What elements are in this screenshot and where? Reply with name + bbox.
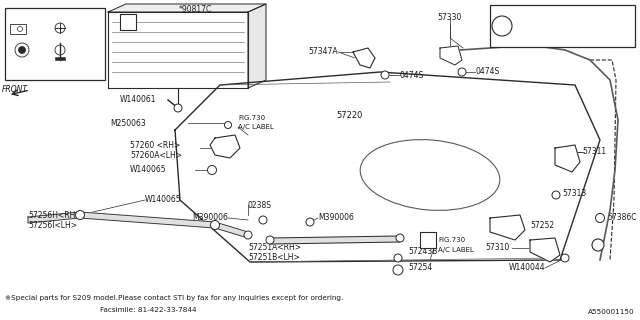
Text: W140044: W140044	[508, 263, 545, 273]
Text: A: A	[125, 18, 131, 27]
Circle shape	[19, 46, 26, 53]
Circle shape	[595, 213, 605, 222]
Circle shape	[175, 105, 181, 111]
Text: Y99903: Y99903	[38, 65, 65, 71]
Text: M390006: M390006	[192, 213, 228, 222]
Polygon shape	[175, 72, 600, 262]
Polygon shape	[270, 236, 400, 244]
Text: A: A	[426, 236, 431, 244]
Text: M000457: M000457	[529, 31, 565, 41]
Text: A/C LABEL: A/C LABEL	[238, 124, 274, 130]
Text: 1: 1	[499, 21, 504, 30]
Circle shape	[561, 254, 569, 262]
Circle shape	[381, 71, 389, 79]
Text: x1: x1	[70, 23, 79, 33]
Circle shape	[592, 239, 604, 251]
Text: x2: x2	[70, 45, 79, 54]
Text: M390006: M390006	[318, 213, 354, 222]
Polygon shape	[248, 4, 266, 88]
Text: *90817C: *90817C	[179, 5, 212, 14]
Bar	[420, 232, 436, 248]
Bar	[10, 24, 26, 34]
Circle shape	[55, 45, 65, 55]
Text: ※Special parts for S209 model.Please contact STI by fax for any inquiries except: ※Special parts for S209 model.Please con…	[5, 295, 343, 301]
Text: 57252: 57252	[530, 220, 554, 229]
Circle shape	[55, 23, 65, 33]
Text: 57310: 57310	[486, 244, 510, 252]
Text: M000331: M000331	[529, 11, 565, 20]
Text: FIG.730: FIG.730	[238, 115, 265, 121]
Text: A/C LABEL: A/C LABEL	[438, 247, 474, 253]
Text: FRONT: FRONT	[2, 85, 28, 94]
Text: 57251B<LH>: 57251B<LH>	[248, 253, 300, 262]
Text: FIG.730: FIG.730	[438, 237, 465, 243]
Circle shape	[492, 16, 512, 36]
Text: 57243B: 57243B	[408, 247, 437, 257]
Text: x3: x3	[38, 45, 47, 54]
Text: W140065: W140065	[130, 165, 166, 174]
Text: Facsimile: 81-422-33-7844: Facsimile: 81-422-33-7844	[100, 307, 196, 313]
Circle shape	[393, 265, 403, 275]
Circle shape	[225, 122, 232, 129]
Text: A550001150: A550001150	[588, 309, 635, 315]
Bar	[120, 14, 136, 30]
Text: 57260 <RH>: 57260 <RH>	[130, 140, 180, 149]
Text: (1608- ): (1608- )	[593, 31, 623, 41]
Text: 0474S: 0474S	[400, 70, 424, 79]
Polygon shape	[80, 212, 215, 228]
Circle shape	[259, 216, 267, 224]
Circle shape	[211, 220, 220, 229]
Circle shape	[394, 254, 402, 262]
Text: L: L	[596, 243, 600, 247]
Text: W140065: W140065	[145, 196, 182, 204]
Polygon shape	[353, 48, 375, 68]
Bar	[490, 5, 635, 47]
Text: 57260A<LH>: 57260A<LH>	[130, 150, 182, 159]
Polygon shape	[555, 145, 580, 172]
Text: ( -1608): ( -1608)	[593, 11, 623, 20]
Polygon shape	[530, 238, 560, 262]
Bar	[5, 8, 105, 80]
Circle shape	[174, 104, 182, 112]
Circle shape	[207, 165, 216, 174]
Text: 57330: 57330	[438, 13, 462, 22]
Text: 57313: 57313	[562, 188, 586, 197]
Polygon shape	[108, 4, 266, 12]
Text: 57311: 57311	[582, 148, 606, 156]
Polygon shape	[215, 222, 248, 238]
Text: W140061: W140061	[120, 95, 157, 105]
Circle shape	[306, 218, 314, 226]
Text: 57251A<RH>: 57251A<RH>	[248, 244, 301, 252]
Text: 0474S: 0474S	[475, 68, 499, 76]
Circle shape	[396, 234, 404, 242]
Text: 57347A: 57347A	[308, 47, 338, 57]
Circle shape	[15, 43, 29, 57]
Text: 57256I<LH>: 57256I<LH>	[28, 220, 77, 229]
Polygon shape	[108, 12, 248, 88]
Text: 0238S: 0238S	[248, 201, 272, 210]
Polygon shape	[490, 215, 525, 240]
Circle shape	[244, 231, 252, 239]
Polygon shape	[210, 135, 240, 158]
Text: *S209: *S209	[42, 75, 63, 81]
Circle shape	[552, 191, 560, 199]
Text: M250063: M250063	[110, 118, 146, 127]
Text: 57220: 57220	[337, 110, 363, 119]
Circle shape	[76, 211, 84, 220]
Text: 57256H<RH>: 57256H<RH>	[28, 211, 82, 220]
Circle shape	[266, 236, 274, 244]
Circle shape	[458, 68, 466, 76]
Bar	[55, 57, 65, 60]
Text: 57386C: 57386C	[607, 213, 637, 222]
Polygon shape	[28, 212, 80, 223]
Polygon shape	[440, 46, 462, 65]
Text: x1: x1	[38, 23, 47, 33]
Text: 57254: 57254	[408, 263, 432, 273]
